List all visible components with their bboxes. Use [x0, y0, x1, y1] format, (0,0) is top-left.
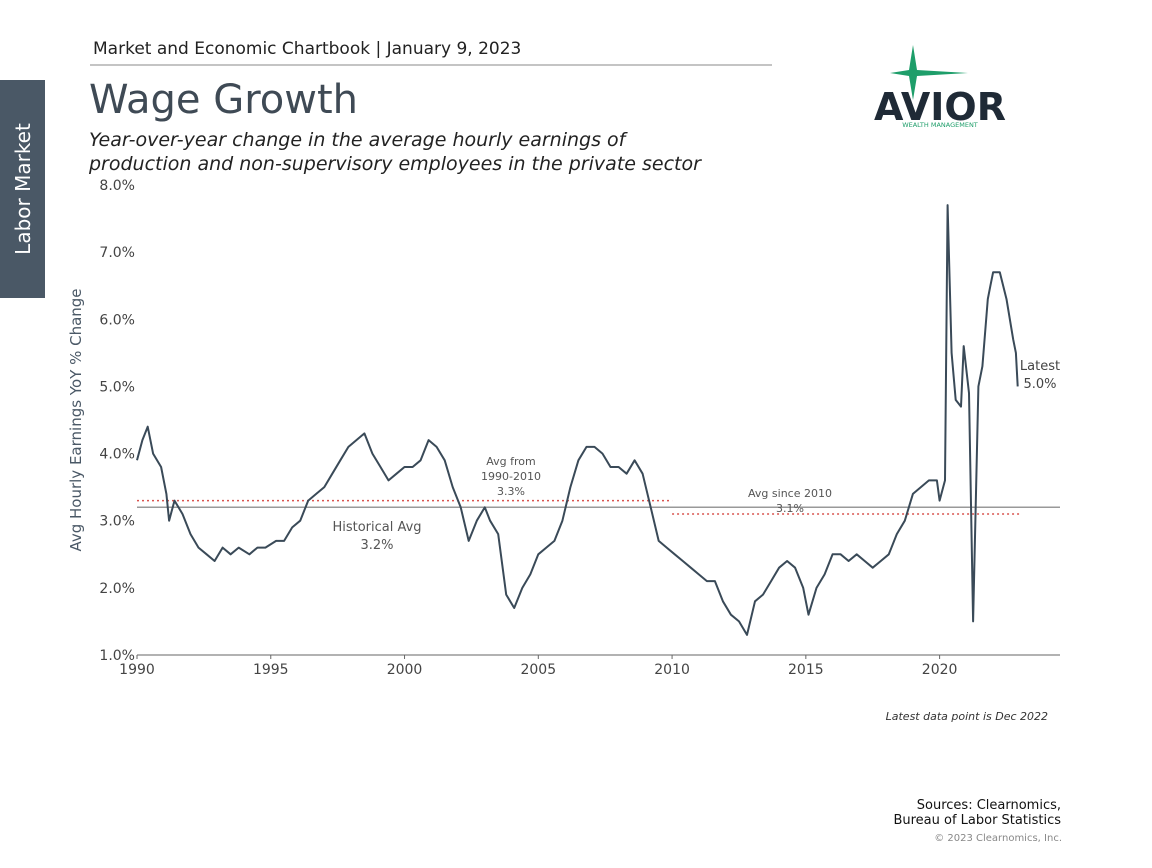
x-tick-label: 2015 — [788, 662, 824, 678]
reference-label: 3.1% — [776, 502, 804, 515]
y-axis-label: Avg Hourly Earnings YoY % Change — [67, 288, 85, 551]
logo-tagline: WEALTH MANAGEMENT — [902, 121, 978, 129]
reference-label: 3.2% — [360, 538, 393, 553]
logo: AVIOR WEALTH MANAGEMENT — [874, 45, 1006, 129]
side-tab — [0, 80, 45, 298]
sources: Sources: Clearnomics, — [917, 798, 1061, 813]
subtitle: production and non-supervisory employees… — [88, 153, 702, 175]
x-tick-label: 1990 — [119, 662, 155, 678]
logo-name: AVIOR — [874, 85, 1006, 129]
x-tick-label: 2000 — [387, 662, 423, 678]
subtitle: Year-over-year change in the average hou… — [89, 129, 629, 151]
y-tick-label: 8.0% — [99, 178, 135, 194]
y-tick-label: 7.0% — [99, 245, 135, 261]
plot: 1.0% 2.0% 3.0% 4.0% 5.0% 6.0% 7.0% 8.0% 1990 1995… — [99, 178, 1060, 678]
x-tick-label: 2005 — [520, 662, 556, 678]
side-tab-label: Labor Market — [11, 123, 35, 255]
sources: Bureau of Labor Statistics — [893, 813, 1061, 828]
footnote: Latest data point is Dec 2022 — [886, 710, 1048, 723]
wage-line — [136, 204, 1019, 636]
reference-label: Avg since 2010 — [748, 487, 832, 500]
y-tick-label: 1.0% — [99, 648, 135, 664]
annotation: 5.0% — [1023, 377, 1056, 392]
x-tick-label: 1995 — [253, 662, 289, 678]
title: Wage Growth — [89, 77, 358, 123]
x-tick-label: 2020 — [922, 662, 958, 678]
y-tick-label: 3.0% — [99, 514, 135, 530]
y-tick-label: 6.0% — [99, 312, 135, 328]
y-tick-label: 5.0% — [99, 379, 135, 395]
logo-star — [890, 45, 968, 100]
reference-label: Historical Avg — [332, 520, 421, 535]
reference-label: Avg from — [486, 455, 535, 468]
reference-label: 3.3% — [497, 485, 525, 498]
reference-label: 1990-2010 — [481, 470, 541, 483]
y-tick-label: 4.0% — [99, 447, 135, 463]
copyright: © 2023 Clearnomics, Inc. — [934, 833, 1062, 844]
annotation: Latest — [1020, 359, 1060, 374]
header: Market and Economic Chartbook | January … — [93, 39, 521, 59]
x-tick-label: 2010 — [654, 662, 690, 678]
y-tick-label: 2.0% — [99, 581, 135, 597]
